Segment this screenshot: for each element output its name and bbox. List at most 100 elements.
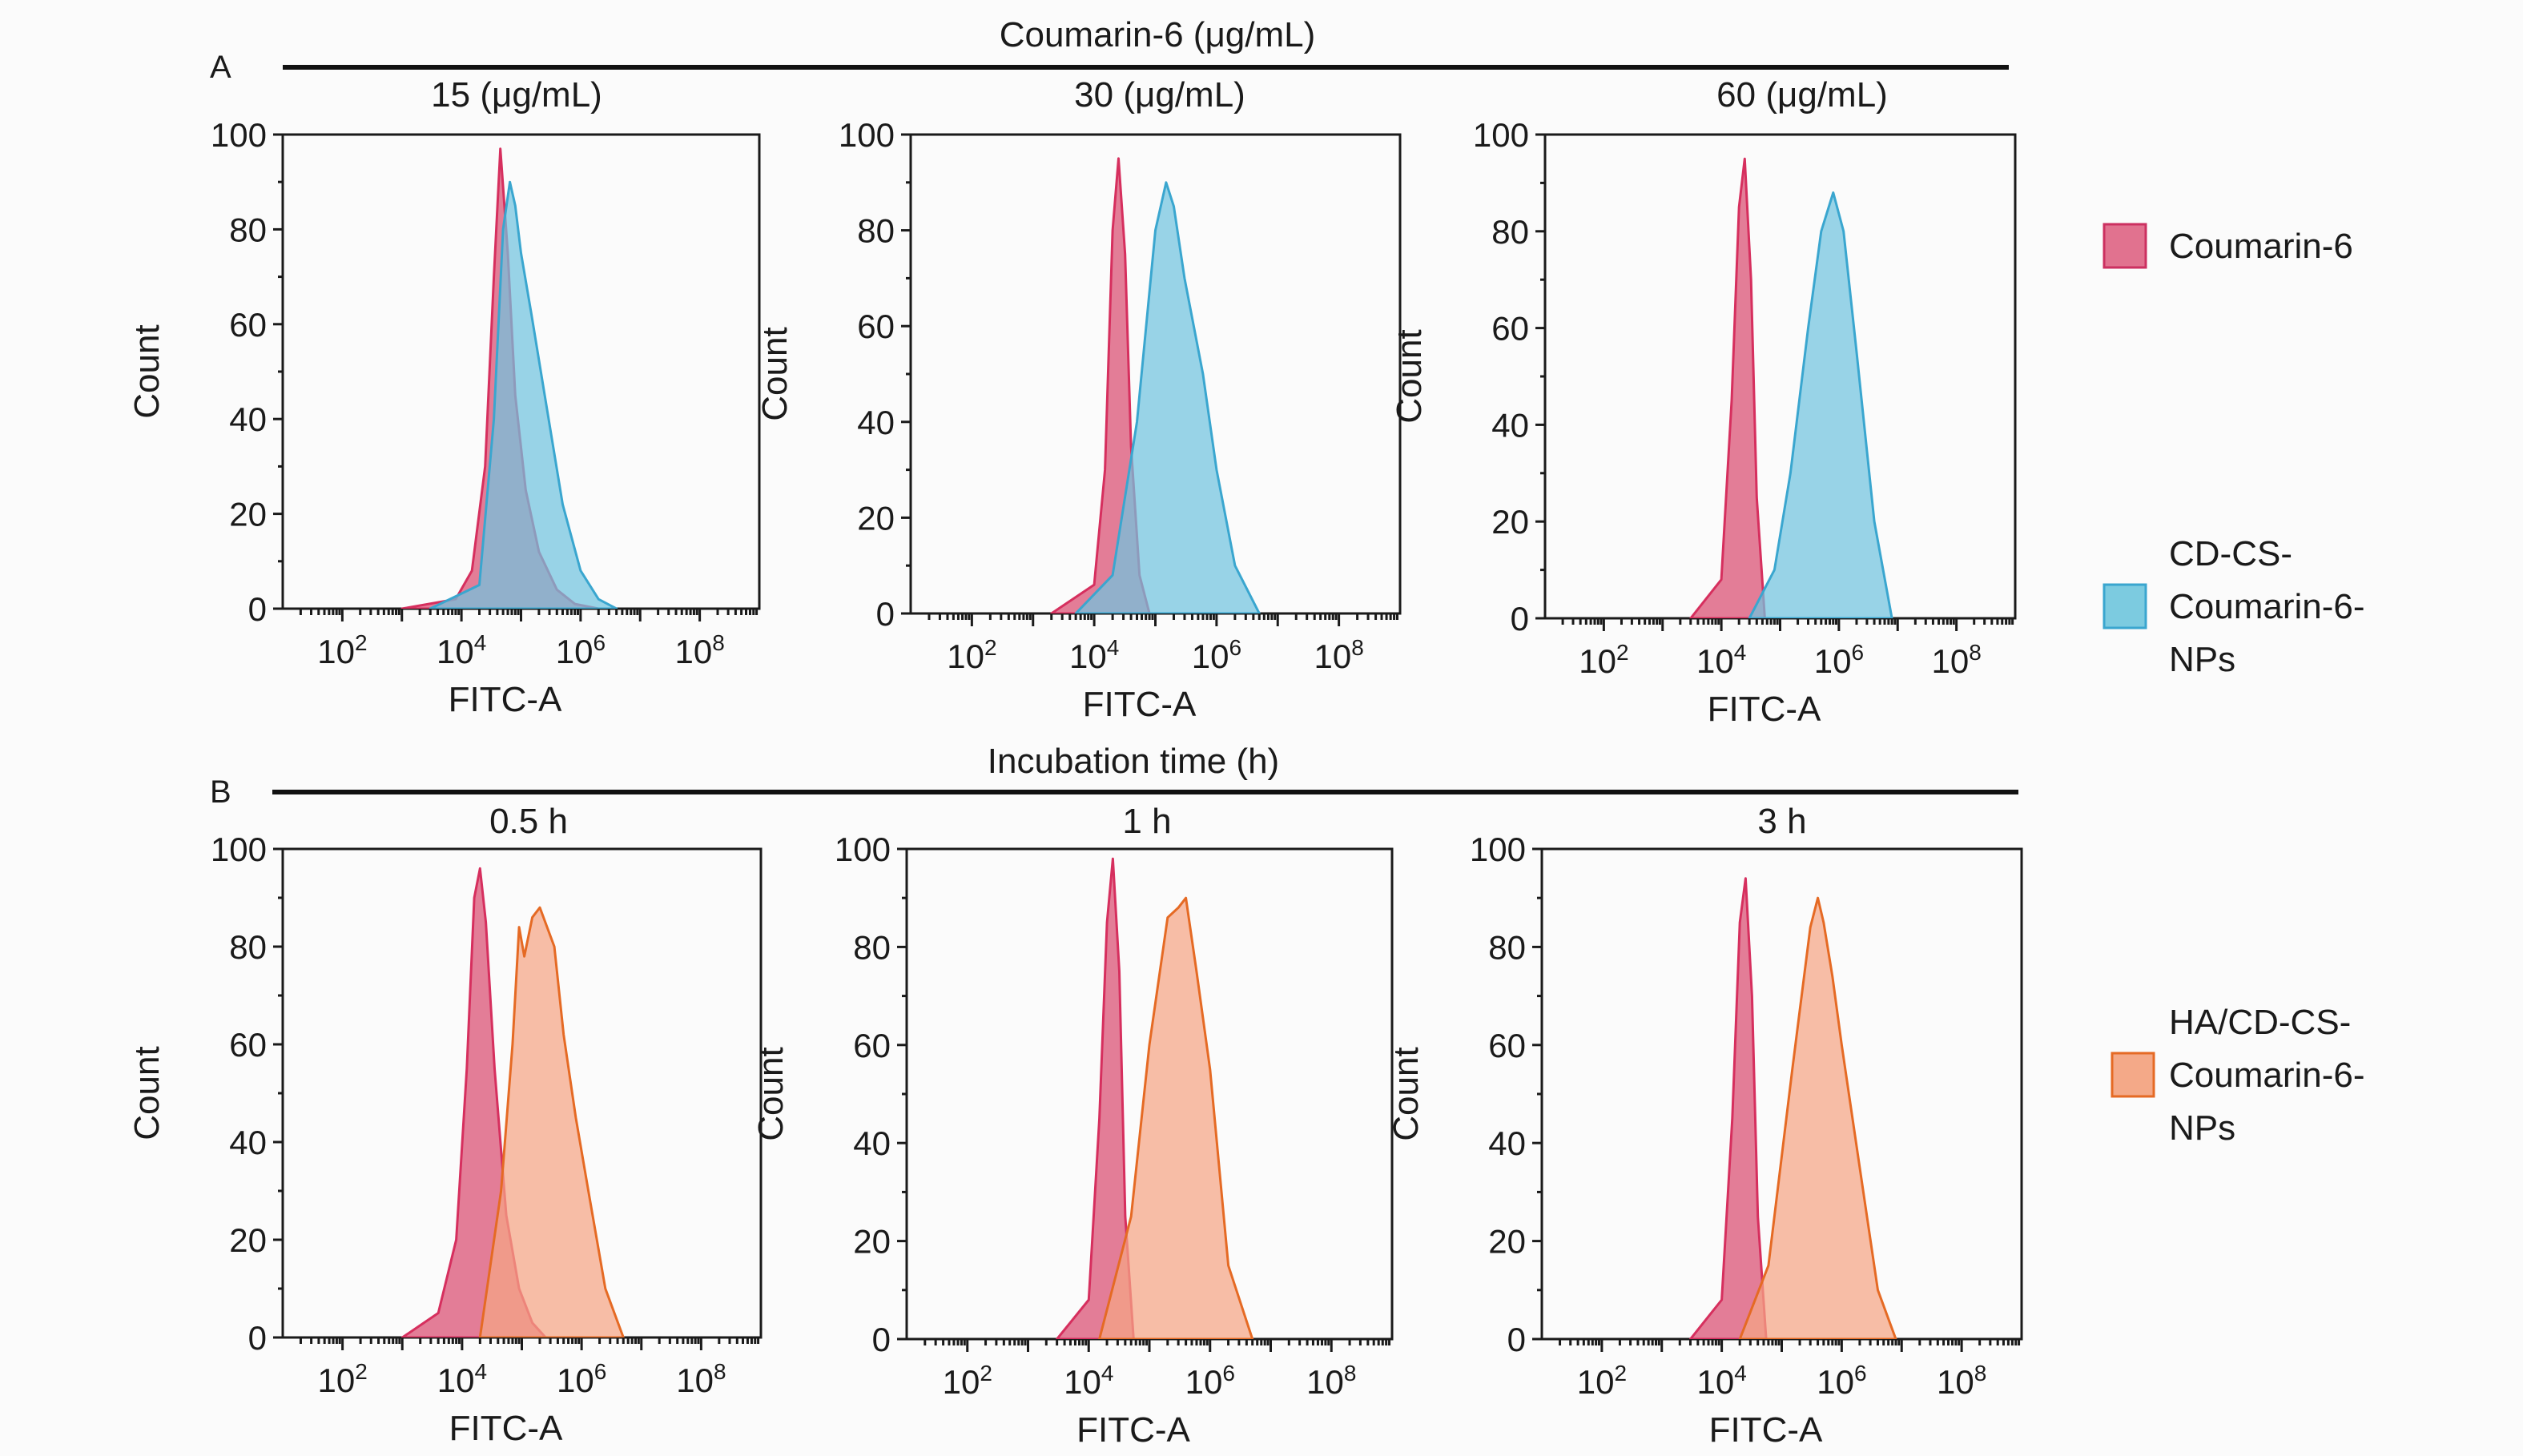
y-tick-label: 0 xyxy=(248,590,267,628)
y-tick-label: 20 xyxy=(857,499,895,537)
x-tick-label: 106 xyxy=(557,1359,606,1399)
x-tick-label: 108 xyxy=(1937,1361,1986,1401)
x-tick-label: 102 xyxy=(1579,640,1628,680)
x-axis-label: FITC-A xyxy=(449,680,562,719)
y-tick-label: 100 xyxy=(839,116,895,154)
legend-item: CD-CS- Coumarin-6- NPs xyxy=(2102,534,2365,679)
x-tick-label: 106 xyxy=(1817,1361,1866,1401)
y-tick-label: 80 xyxy=(1491,213,1529,251)
histogram-cdcs-np xyxy=(1748,191,1893,618)
y-tick-label: 20 xyxy=(229,496,267,533)
y-tick-label: 100 xyxy=(211,831,267,868)
subplot-title: 15 (μg/mL) xyxy=(431,75,602,115)
x-axis-label: FITC-A xyxy=(1076,1410,1190,1450)
y-tick-label: 20 xyxy=(1488,1223,1526,1261)
panel-b-title: Incubation time (h) xyxy=(988,742,1279,781)
y-tick-label: 100 xyxy=(1470,831,1526,868)
x-tick-label: 102 xyxy=(947,635,996,675)
legend-label: NPs xyxy=(2169,1108,2235,1148)
legend-swatch xyxy=(2102,223,2147,269)
subplot-title: 0.5 h xyxy=(489,802,568,841)
histogram-coumarin6 xyxy=(1689,157,1766,618)
y-tick-label: 80 xyxy=(853,928,891,966)
y-tick-label: 20 xyxy=(1491,503,1529,541)
y-tick-label: 80 xyxy=(229,211,267,248)
y-tick-label: 40 xyxy=(1488,1124,1526,1162)
y-tick-label: 40 xyxy=(229,400,267,438)
subplot-b3: 3 h 0 20 40 60 80 100 102 104 106 108 FITC-A Count xyxy=(1386,802,2023,1450)
y-axis-label: Count xyxy=(755,327,795,420)
legend-panel-b: HA/CD-CS- Coumarin-6- NPs xyxy=(2111,1003,2365,1148)
legend-label: CD-CS- xyxy=(2169,534,2292,573)
y-tick-label: 0 xyxy=(1507,1321,1526,1358)
series-group xyxy=(1689,877,1897,1339)
x-tick-label: 108 xyxy=(1306,1361,1356,1401)
x-tick-label: 106 xyxy=(556,630,606,670)
x-tick-label: 102 xyxy=(317,1359,367,1399)
y-tick-label: 40 xyxy=(229,1124,267,1161)
x-tick-label: 106 xyxy=(1185,1361,1235,1401)
y-tick-label: 20 xyxy=(853,1223,891,1261)
y-tick-label: 40 xyxy=(1491,406,1529,444)
y-tick-label: 60 xyxy=(1491,310,1529,348)
subplot-a2: 30 (μg/mL) 0 20 40 60 80 100 102 104 106 108 FITC-A… xyxy=(755,75,1402,724)
subplot-title: 60 (μg/mL) xyxy=(1716,75,1888,115)
histogram-cdcs-np xyxy=(429,180,618,609)
y-tick-label: 80 xyxy=(857,212,895,250)
subplot-b2: 1 h 0 20 40 60 80 100 102 104 106 108 FITC-A Count xyxy=(751,802,1394,1450)
y-tick-label: 60 xyxy=(857,308,895,345)
subplot-title: 30 (μg/mL) xyxy=(1074,75,1245,115)
y-tick-label: 0 xyxy=(872,1321,891,1358)
x-tick-label: 106 xyxy=(1192,635,1241,675)
panel-a-title: Coumarin-6 (μg/mL) xyxy=(1000,15,1316,54)
legend-swatch xyxy=(2111,1052,2155,1098)
y-axis-label: Count xyxy=(751,1047,791,1140)
series-group xyxy=(1050,157,1261,613)
x-tick-label: 104 xyxy=(1064,1361,1113,1401)
y-axis-label: Count xyxy=(1386,1047,1426,1140)
y-tick-label: 100 xyxy=(211,116,267,154)
x-tick-label: 104 xyxy=(1696,640,1746,680)
y-tick-label: 60 xyxy=(853,1027,891,1064)
panel-b-letter: B xyxy=(210,774,231,810)
legend-panel-a: Coumarin-6 CD-CS- Coumarin-6- NPs xyxy=(2102,223,2365,679)
x-tick-label: 104 xyxy=(437,1359,487,1399)
x-tick-label: 104 xyxy=(1696,1361,1746,1401)
subplot-title: 3 h xyxy=(1757,802,1806,841)
y-axis-label: Count xyxy=(127,1046,167,1140)
series-group xyxy=(1689,157,1893,618)
histogram-ha-cdcs-np xyxy=(478,906,625,1337)
histogram-cdcs-np xyxy=(1074,181,1261,613)
x-tick-label: 108 xyxy=(676,1359,726,1399)
histogram-ha-cdcs-np xyxy=(1098,896,1254,1339)
x-axis-label: FITC-A xyxy=(449,1409,563,1448)
y-tick-label: 100 xyxy=(835,831,891,868)
y-tick-label: 0 xyxy=(876,595,895,633)
series-group xyxy=(1056,857,1254,1339)
histogram-ha-cdcs-np xyxy=(1738,896,1897,1339)
y-tick-label: 40 xyxy=(853,1124,891,1162)
y-tick-label: 0 xyxy=(248,1319,267,1357)
y-tick-label: 40 xyxy=(857,404,895,441)
panel-a-letter: A xyxy=(210,50,231,85)
y-tick-label: 80 xyxy=(229,928,267,966)
y-axis-label: Count xyxy=(127,324,167,418)
y-tick-label: 0 xyxy=(1511,600,1529,638)
panel-a-header: A Coumarin-6 (μg/mL) xyxy=(210,15,2009,85)
subplot-title: 1 h xyxy=(1122,802,1171,841)
subplot-a1: 15 (μg/mL) 0 20 40 60 80 100 102 104 106 108 FITC-A… xyxy=(127,75,761,719)
y-axis-label: Count xyxy=(1390,329,1429,423)
legend-item: HA/CD-CS- Coumarin-6- NPs xyxy=(2111,1003,2365,1148)
y-tick-label: 60 xyxy=(1488,1027,1526,1064)
x-axis-label: FITC-A xyxy=(1708,690,1821,729)
x-tick-label: 104 xyxy=(1069,635,1119,675)
x-axis-label: FITC-A xyxy=(1083,685,1197,724)
y-tick-label: 100 xyxy=(1473,116,1529,154)
subplot-b1: 0.5 h 0 20 40 60 80 100 102 104 106 108 FITC-A Count xyxy=(127,802,763,1448)
legend-label: NPs xyxy=(2169,640,2235,679)
legend-swatch xyxy=(2102,583,2147,629)
y-tick-label: 60 xyxy=(229,306,267,344)
x-tick-label: 108 xyxy=(1931,640,1981,680)
x-tick-label: 108 xyxy=(674,630,724,670)
